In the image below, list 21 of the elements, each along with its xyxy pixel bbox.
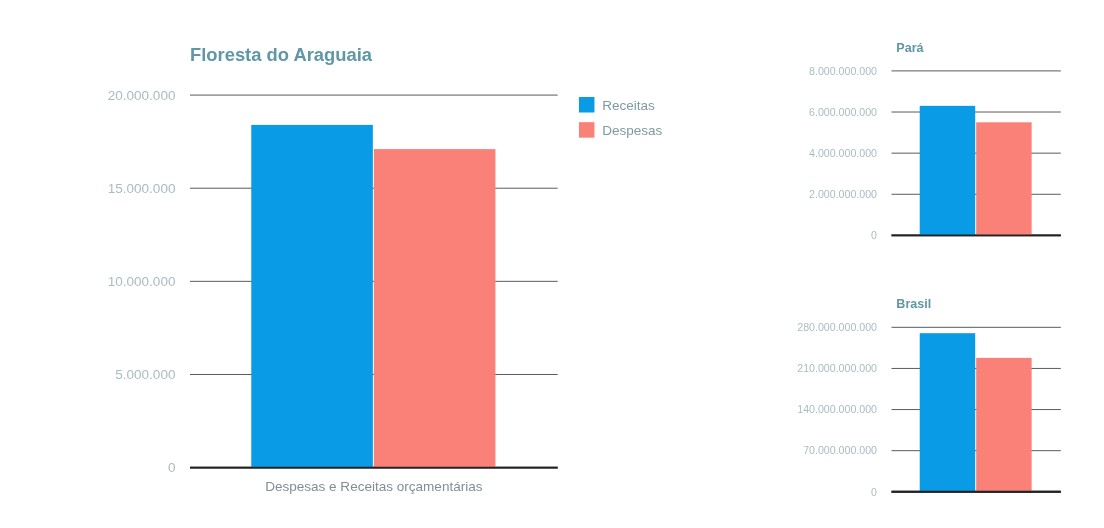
y-tick-label: 2.000.000.000: [809, 187, 878, 200]
y-tick-label: 15.000.000: [107, 180, 176, 196]
y-tick-label: 0: [871, 485, 878, 498]
y-tick-label: 0: [167, 460, 176, 476]
legend-label: Despesas: [602, 122, 663, 138]
y-tick-label: 70.000.000.000: [803, 444, 878, 457]
y-tick-label: 6.000.000.000: [809, 105, 878, 118]
y-tick-label: 5.000.000: [115, 367, 176, 383]
chart-title: Floresta do Araguaia: [189, 44, 373, 66]
y-tick-label: 210.000.000.000: [797, 362, 878, 375]
y-tick-label: 4.000.000.000: [809, 146, 878, 159]
y-tick-label: 140.000.000.000: [797, 403, 878, 416]
chart-title: Pará: [896, 40, 925, 55]
y-tick-label: 20.000.000: [107, 87, 176, 103]
chart-title: Brasil: [896, 296, 932, 311]
y-tick-label: 0: [871, 229, 878, 242]
y-tick-label: 280.000.000.000: [797, 321, 878, 334]
y-tick-label: 8.000.000.000: [809, 64, 878, 77]
x-tick-label: Despesas e Receitas orçamentárias: [265, 478, 483, 494]
y-tick-label: 10.000.000: [107, 274, 176, 290]
legend-label: Receitas: [602, 97, 656, 113]
